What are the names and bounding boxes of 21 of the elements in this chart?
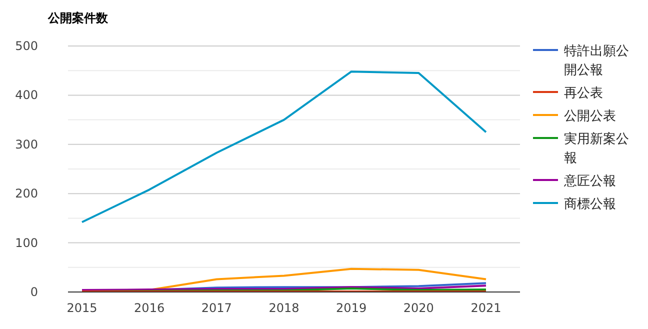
- x-tick-label: 2016: [134, 301, 165, 315]
- y-tick-label: 200: [15, 186, 38, 201]
- y-tick-label: 100: [15, 236, 38, 250]
- y-tick-label: 300: [15, 137, 38, 152]
- legend-label: 意匠公報: [563, 174, 616, 189]
- x-tick-label: 2021: [470, 301, 502, 315]
- line-series: [81, 70, 487, 224]
- x-tick-label: 2019: [336, 301, 367, 315]
- y-tick-label: 0: [30, 285, 38, 299]
- legend-label: 公開公表: [564, 109, 616, 124]
- legend-label: 実用新案公報: [564, 131, 629, 166]
- x-tick-label: 2015: [66, 301, 98, 315]
- y-tick-label: 500: [15, 39, 38, 53]
- x-tick-label: 2018: [268, 301, 300, 315]
- legend-label: 特許出願公開公報: [564, 44, 629, 78]
- legend-label: 再公表: [564, 86, 603, 101]
- x-tick-label: 2020: [403, 301, 434, 315]
- chart-title: 公開案件数: [47, 11, 109, 25]
- legend-label: 商標公報: [564, 197, 616, 212]
- y-tick-label: 400: [15, 88, 38, 102]
- x-tick-label: 2017: [201, 301, 232, 315]
